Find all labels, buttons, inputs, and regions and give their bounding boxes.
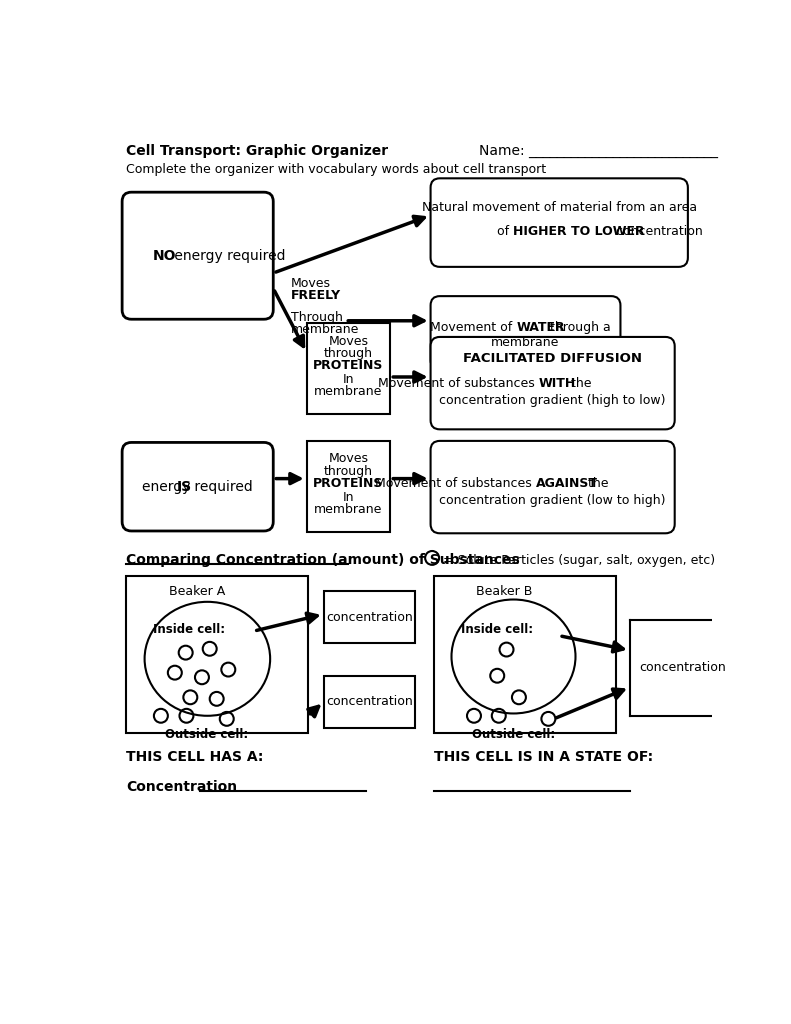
Text: concentration gradient (high to low): concentration gradient (high to low) bbox=[439, 394, 666, 407]
Text: WITH: WITH bbox=[539, 377, 576, 390]
Text: THIS CELL IS IN A STATE OF:: THIS CELL IS IN A STATE OF: bbox=[433, 751, 653, 765]
Text: Natural movement of material from an area: Natural movement of material from an are… bbox=[422, 202, 697, 214]
Text: Comparing Concentration (amount) of Substances: Comparing Concentration (amount) of Subs… bbox=[126, 553, 520, 566]
FancyBboxPatch shape bbox=[122, 193, 273, 319]
Bar bbox=[126, 575, 308, 733]
Text: Inside cell:: Inside cell: bbox=[153, 624, 225, 636]
Text: concentration: concentration bbox=[326, 610, 413, 624]
Text: of: of bbox=[497, 224, 513, 238]
Bar bbox=[433, 575, 616, 733]
Text: Movement of substances: Movement of substances bbox=[378, 377, 539, 390]
Text: Inside cell:: Inside cell: bbox=[461, 624, 533, 636]
Text: PROTEINS: PROTEINS bbox=[313, 477, 384, 490]
Text: NO: NO bbox=[153, 249, 176, 263]
Text: WATER: WATER bbox=[517, 321, 565, 334]
FancyBboxPatch shape bbox=[430, 296, 620, 370]
Text: energy required: energy required bbox=[170, 249, 286, 263]
Text: PROTEINS: PROTEINS bbox=[313, 359, 384, 373]
Text: Complete the organizer with vocabulary words about cell transport: Complete the organizer with vocabulary w… bbox=[126, 163, 546, 176]
FancyBboxPatch shape bbox=[430, 441, 675, 534]
Text: Through: Through bbox=[291, 310, 343, 324]
Text: energy: energy bbox=[142, 479, 195, 494]
Text: HIGHER TO LOWER: HIGHER TO LOWER bbox=[513, 224, 645, 238]
Text: the: the bbox=[566, 377, 591, 390]
Bar bbox=[324, 676, 415, 728]
Text: = Solute Particles (sugar, salt, oxygen, etc): = Solute Particles (sugar, salt, oxygen,… bbox=[443, 554, 715, 567]
Text: the: the bbox=[584, 477, 608, 490]
Text: Beaker B: Beaker B bbox=[476, 585, 532, 598]
Text: through: through bbox=[324, 465, 373, 478]
Text: through: through bbox=[324, 347, 373, 360]
Text: through a: through a bbox=[547, 321, 611, 334]
Bar bbox=[307, 441, 390, 531]
Text: concentration gradient (low to high): concentration gradient (low to high) bbox=[439, 494, 666, 507]
Text: Concentration: Concentration bbox=[126, 779, 237, 794]
Text: Moves: Moves bbox=[291, 276, 331, 290]
Text: Outside cell:: Outside cell: bbox=[472, 728, 555, 741]
Text: FACILITATED DIFFUSION: FACILITATED DIFFUSION bbox=[464, 352, 642, 366]
Text: Outside cell:: Outside cell: bbox=[165, 728, 248, 741]
Text: Cell Transport: Graphic Organizer: Cell Transport: Graphic Organizer bbox=[126, 144, 388, 159]
Bar bbox=[307, 324, 390, 414]
Text: Movement of substances: Movement of substances bbox=[375, 477, 536, 490]
FancyBboxPatch shape bbox=[430, 178, 688, 267]
Text: membrane: membrane bbox=[314, 385, 383, 398]
Text: FREELY: FREELY bbox=[291, 289, 341, 302]
Text: Moves: Moves bbox=[328, 335, 369, 347]
Text: THIS CELL HAS A:: THIS CELL HAS A: bbox=[126, 751, 263, 765]
Text: In: In bbox=[343, 490, 354, 504]
Text: AGAINST: AGAINST bbox=[536, 477, 597, 490]
Bar bbox=[324, 591, 415, 643]
Text: Name: ___________________________: Name: ___________________________ bbox=[479, 144, 717, 159]
Text: concentration: concentration bbox=[612, 224, 702, 238]
FancyBboxPatch shape bbox=[430, 337, 675, 429]
Text: In: In bbox=[343, 373, 354, 386]
Text: IS: IS bbox=[176, 479, 191, 494]
Text: membrane: membrane bbox=[314, 503, 383, 516]
Text: Moves: Moves bbox=[328, 453, 369, 466]
Text: membrane: membrane bbox=[491, 336, 560, 349]
Text: Beaker A: Beaker A bbox=[168, 585, 225, 598]
FancyBboxPatch shape bbox=[122, 442, 273, 531]
Text: membrane: membrane bbox=[291, 324, 359, 336]
Text: required: required bbox=[190, 479, 252, 494]
Text: concentration: concentration bbox=[326, 695, 413, 709]
Text: Movement of: Movement of bbox=[430, 321, 517, 334]
Text: concentration: concentration bbox=[639, 660, 726, 674]
